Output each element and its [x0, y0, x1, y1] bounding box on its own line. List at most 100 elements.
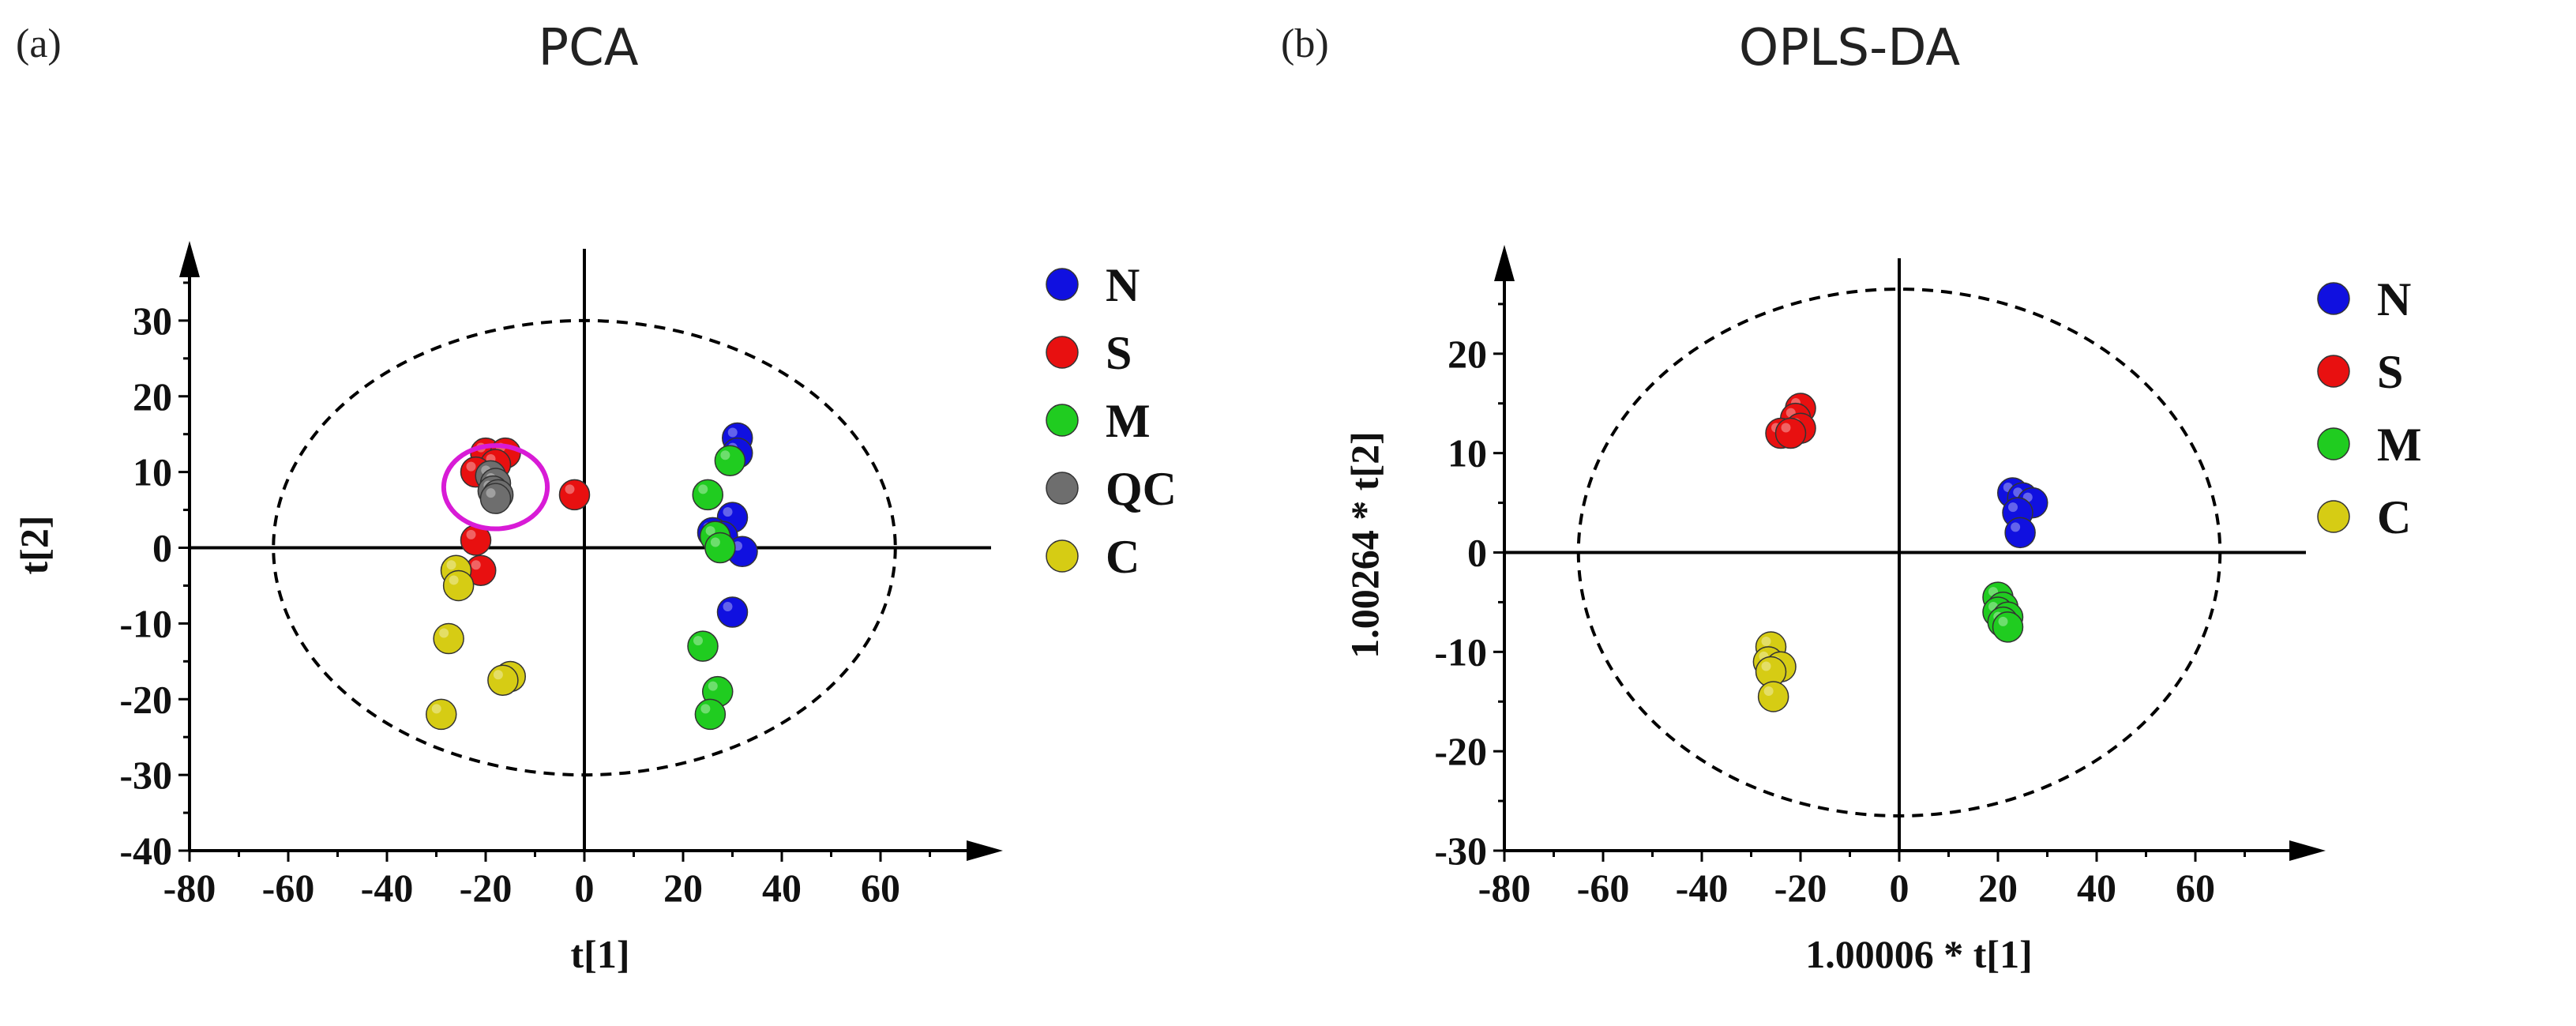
opls-da-x-axis-title: 1.00006 * t[1] [1805, 932, 2032, 976]
opls-da-y-tick-label: -30 [1434, 829, 1487, 873]
pca-qc-highlight-ring [441, 443, 550, 532]
opls-da-title: OPLS-DA [1739, 19, 1961, 77]
opls-da-point-highlight [1761, 637, 1771, 647]
pca-point-highlight [446, 560, 456, 570]
pca-point-highlight [471, 560, 481, 570]
pca-point-c [433, 622, 464, 655]
pca-legend-label-qc: QC [1106, 463, 1177, 515]
pca-point-qc [479, 483, 512, 514]
pca-point-highlight [723, 601, 733, 611]
opls-da-legend-label-c: C [2377, 491, 2411, 543]
pca-x-tick-label: 0 [575, 866, 595, 910]
pca-legend-marker-s [1046, 336, 1079, 369]
opls-da-x-tick-label: -20 [1774, 866, 1827, 910]
opls-da-point-m [1992, 611, 2024, 643]
opls-da-x-tick-label: -40 [1676, 866, 1729, 910]
pca-point-highlight [710, 537, 720, 547]
pca-point-highlight [486, 488, 496, 498]
pca-legend-marker-m [1046, 404, 1079, 437]
opls-da-y-tick-label: -20 [1434, 729, 1487, 773]
pca-point-highlight [700, 704, 711, 714]
pca-point-s [558, 479, 591, 511]
opls-da-legend-marker-c [2317, 500, 2350, 533]
opls-da-point-highlight [1781, 423, 1791, 433]
pca-panel: (a) PCA -80 -60 -40 -20 0 20 40 60 -40 -30 -20 -10 0… [12, 19, 1177, 976]
opls-da-x-arrowhead [2289, 840, 2326, 861]
opls-da-legend-label-m: M [2377, 419, 2422, 471]
opls-da-point-c [1757, 681, 1789, 712]
opls-da-legend-marker-s [2317, 355, 2350, 388]
pca-point-highlight [723, 507, 733, 517]
pca-point-highlight [693, 636, 703, 646]
opls-da-legend-label-n: N [2377, 273, 2411, 325]
pca-point-m [714, 445, 746, 476]
pca-point-m [694, 698, 727, 731]
pca-legend-label-n: N [1106, 259, 1140, 311]
pca-point-highlight [439, 628, 449, 638]
pca-y-tick-label: 10 [133, 450, 172, 494]
opls-da-point-highlight [2011, 522, 2021, 532]
opls-da-legend-marker-m [2317, 427, 2350, 460]
pca-point-m [692, 479, 723, 511]
opls-da-y-tick-label: 20 [1448, 332, 1487, 376]
pca-point-m [687, 630, 719, 662]
opls-da-legend-label-s: S [2377, 346, 2403, 398]
pca-x-tick-label: -40 [361, 866, 414, 910]
pca-x-tick-label: 40 [762, 866, 802, 910]
pca-x-tick-label: -60 [262, 866, 315, 910]
opls-da-x-tick-label: 20 [1978, 866, 2018, 910]
opls-da-point-n [2004, 517, 2036, 549]
opls-da-x-tick-label: 60 [2176, 866, 2215, 910]
pca-x-tick-label: 60 [861, 866, 900, 910]
opls-da-y-arrowhead [1494, 245, 1515, 281]
opls-da-point-highlight [1998, 616, 2008, 626]
pca-y-tick-label: -20 [119, 677, 172, 721]
pca-y-tick-label: 0 [152, 526, 172, 570]
opls-da-legend-marker-n [2317, 282, 2350, 315]
pca-legend-label-s: S [1106, 327, 1132, 379]
pca-point-highlight [708, 681, 718, 691]
pca-legend-label-c: C [1106, 531, 1140, 583]
pca-y-tick-label: -40 [119, 829, 172, 873]
pca-point-highlight [466, 461, 476, 472]
opls-da-point-highlight [1763, 686, 1774, 696]
pca-point-highlight [493, 670, 503, 680]
pca-y-tick-label: -10 [119, 601, 172, 645]
opls-da-point-highlight [2008, 502, 2018, 513]
pca-point-highlight [466, 529, 476, 539]
pca-point-highlight [431, 704, 441, 714]
opls-da-panel: (b) OPLS-DA -80 -60 -40 -20 0 20 40 60 -30 -20 -10… [1281, 19, 2422, 976]
opls-da-point-highlight [1761, 661, 1771, 671]
opls-da-x-tick-label: -80 [1478, 866, 1531, 910]
pca-point-c [442, 569, 475, 602]
pca-point-n [716, 596, 749, 628]
opls-da-x-tick-label: 0 [1890, 866, 1909, 910]
pca-point-highlight [727, 427, 738, 438]
pca-y-arrowhead [179, 241, 200, 277]
pca-x-axis-title: t[1] [571, 932, 630, 976]
opls-da-y-tick-label: 0 [1467, 531, 1487, 575]
pca-x-arrowhead [967, 840, 1003, 861]
pca-x-tick-label: -80 [163, 866, 216, 910]
pca-point-highlight [565, 484, 575, 494]
pca-y-tick-label: 20 [133, 374, 172, 419]
pca-point-highlight [720, 450, 730, 460]
pca-legend-marker-qc [1046, 472, 1079, 505]
pca-point-highlight [705, 526, 715, 536]
opls-da-y-axis-title: 1.00264 * t[2] [1342, 431, 1387, 658]
pca-point-c [487, 664, 519, 697]
opls-da-point-s [1774, 417, 1807, 449]
pca-title: PCA [538, 19, 638, 77]
pca-legend-label-m: M [1106, 395, 1151, 447]
panel-b-label: (b) [1281, 21, 1329, 66]
panel-a-label: (a) [16, 21, 62, 66]
pca-y-tick-label: 30 [133, 299, 172, 343]
pca-x-tick-label: -20 [460, 866, 513, 910]
opls-da-y-tick-label: 10 [1448, 431, 1487, 475]
pca-plot-area: -80 -60 -40 -20 0 20 40 60 -40 -30 -20 -10 0 10 20 30 t[… [12, 241, 1177, 976]
pca-point-c [426, 698, 457, 731]
pca-legend-marker-c [1046, 539, 1079, 573]
pca-point-highlight [449, 575, 459, 585]
pca-point-m [704, 532, 736, 564]
